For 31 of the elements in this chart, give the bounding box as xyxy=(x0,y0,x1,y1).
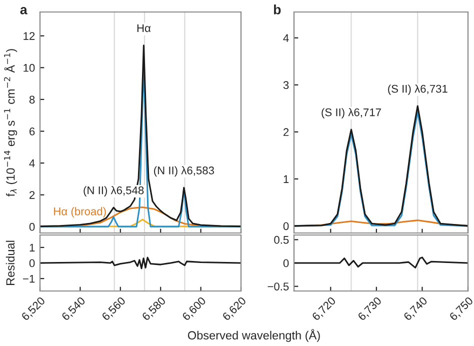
y-tick-label: 2 xyxy=(284,128,289,136)
annotation: (N II) λ6,548 xyxy=(84,186,144,196)
y-tick-label: −1 xyxy=(23,274,35,283)
y-tick-label: 0 xyxy=(283,222,289,230)
y-tick-label: −0.5 xyxy=(268,282,289,290)
y-tick-label: 0 xyxy=(29,259,35,268)
annotation: (N II) λ6,583 xyxy=(154,166,214,177)
line-series xyxy=(40,256,241,270)
chart-title: b xyxy=(274,4,281,14)
annotation: Hα xyxy=(137,24,151,32)
series-label: Hα (broad) xyxy=(54,207,106,218)
y-tick-label: 4 xyxy=(283,34,289,42)
y-tick-label: 4 xyxy=(29,159,35,168)
y-tick-label: 6 xyxy=(30,128,35,136)
annotation: (S II) λ6,717 xyxy=(322,108,381,118)
y-tick-label: 10 xyxy=(24,64,35,72)
y-tick-label: 3 xyxy=(283,81,289,90)
line-series xyxy=(294,256,468,268)
y-tick-label: 0.5 xyxy=(274,236,289,244)
y-tick-label: 8 xyxy=(29,96,35,104)
y-tick-label: 1 xyxy=(30,244,35,252)
chart-title: a xyxy=(20,7,28,14)
annotation: (S II) λ6,731 xyxy=(388,84,448,95)
text: f$_{λ}$ (10$^{−14}$ erg s$^{−1}$ cm$^{−2}$ Å$^{−1}$) xyxy=(4,49,18,197)
y-tick-label: 0 xyxy=(29,222,35,231)
y-tick-label: 1 xyxy=(284,175,289,183)
y-tick-label: 0 xyxy=(283,259,289,268)
y-tick-label: 2 xyxy=(30,191,35,199)
y-tick-label: 12 xyxy=(24,32,35,40)
x-axis-title: Observed wavelength (Å) xyxy=(188,329,320,342)
y-axis-title: Residual xyxy=(6,240,15,285)
